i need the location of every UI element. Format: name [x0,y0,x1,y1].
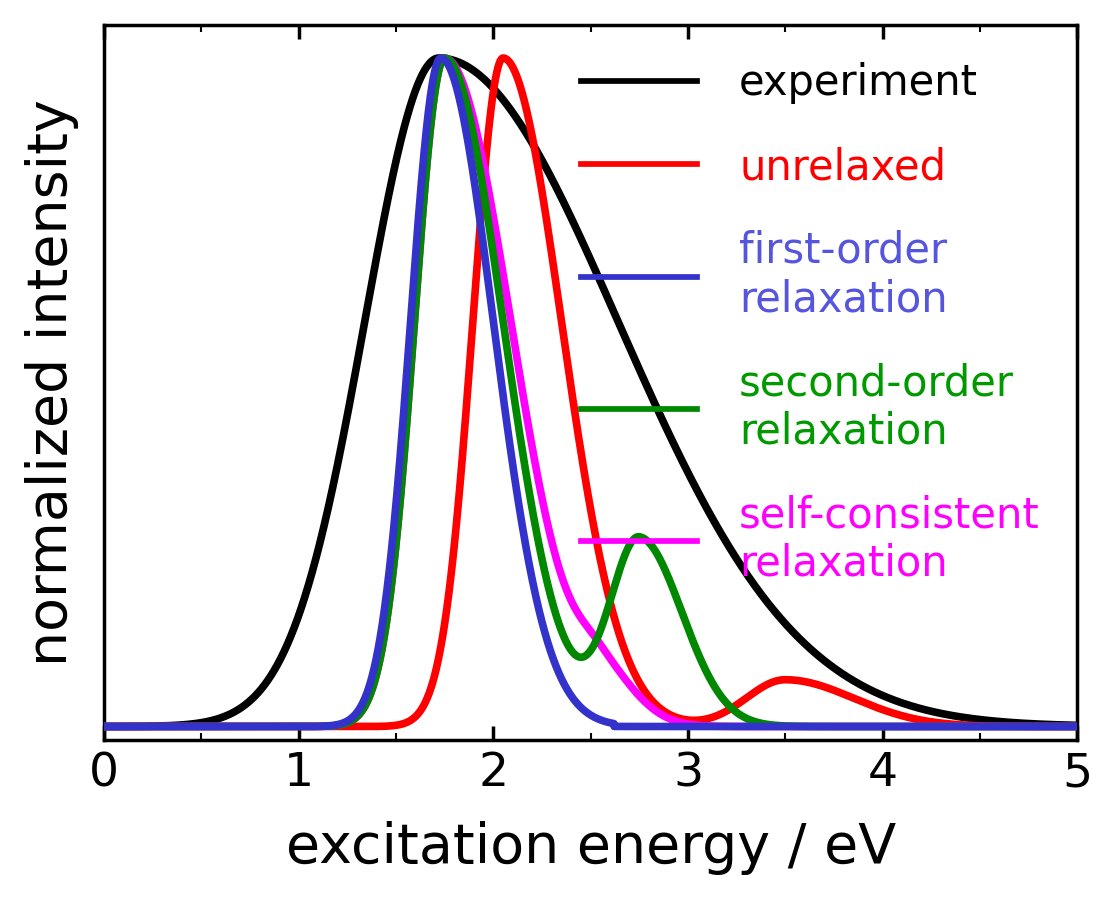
Legend: experiment, unrelaxed, first-order
relaxation, second-order
relaxation, self-con: experiment, unrelaxed, first-order relax… [564,46,1056,601]
Y-axis label: normalized intensity: normalized intensity [25,99,79,666]
X-axis label: excitation energy / eV: excitation energy / eV [286,821,896,875]
